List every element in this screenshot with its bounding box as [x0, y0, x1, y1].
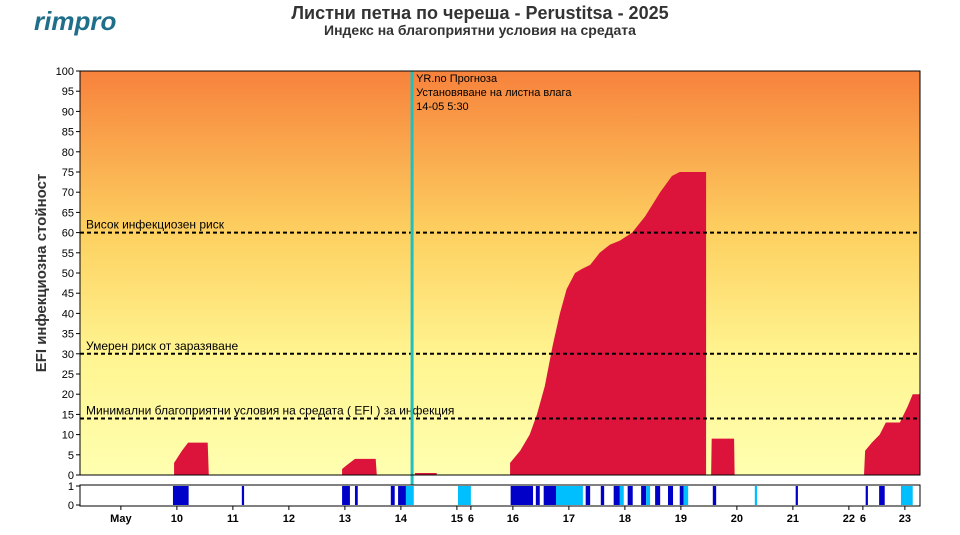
chart-subtitle: Индекс на благоприятни условия на средат…	[324, 22, 636, 38]
y-tick-label: 0	[68, 470, 74, 482]
wetness-bar	[585, 486, 591, 505]
wetness-bar	[510, 486, 534, 505]
y-tick-label: 40	[62, 308, 74, 320]
wetness-bar	[354, 486, 358, 505]
y-tick-label: 75	[62, 167, 74, 179]
efi-area	[174, 172, 920, 475]
logo: rimpro	[34, 6, 116, 36]
y-tick-label: 50	[62, 268, 74, 280]
wetness-bar	[795, 486, 798, 505]
wetness-y-tick-label: 0	[68, 500, 74, 512]
wetness-bar	[398, 486, 406, 505]
x-tick-label: 6	[468, 513, 474, 525]
y-tick-label: 90	[62, 106, 74, 118]
wetness-bar	[683, 486, 689, 505]
wetness-bar	[535, 486, 540, 505]
x-tick-label: 22	[843, 513, 855, 525]
x-tick-label: 17	[563, 513, 575, 525]
y-tick-label: 30	[62, 349, 74, 361]
wetness-bar	[543, 486, 556, 505]
threshold-label: Умерен риск от заразяване	[86, 339, 238, 353]
wetness-bar	[679, 486, 684, 505]
y-tick-label: 25	[62, 369, 74, 381]
y-axis-label: EFI инфекциозна стойност	[33, 174, 50, 373]
x-tick-label: 19	[675, 513, 687, 525]
wetness-bar	[655, 486, 661, 505]
x-tick-label: May	[110, 513, 132, 525]
wetness-background	[79, 484, 921, 507]
x-tick-label: 14	[395, 513, 408, 525]
wetness-bar	[754, 486, 758, 505]
threshold-label: Висок инфекциозен риск	[86, 218, 225, 232]
wetness-bar	[172, 486, 189, 505]
x-tick-label: 6	[860, 513, 866, 525]
x-tick-label: 13	[339, 513, 351, 525]
x-tick-label: 23	[899, 513, 911, 525]
y-tick-label: 95	[62, 86, 74, 98]
wetness-bar	[712, 486, 717, 505]
plot-frame	[79, 70, 921, 476]
y-tick-label: 5	[68, 450, 74, 462]
y-tick-label: 20	[62, 389, 74, 401]
wetness-bar	[613, 486, 620, 505]
x-tick-label: 15	[451, 513, 463, 525]
x-tick-label: 18	[619, 513, 631, 525]
x-tick-label: 16	[507, 513, 519, 525]
forecast-label: Установяване на листна влага	[416, 87, 572, 99]
x-tick-label: 11	[227, 513, 239, 525]
y-tick-label: 15	[62, 409, 74, 421]
wetness-bar	[342, 486, 350, 505]
wetness-bar	[900, 486, 913, 505]
y-tick-label: 85	[62, 127, 74, 139]
y-tick-label: 60	[62, 228, 74, 240]
y-tick-label: 100	[56, 66, 74, 78]
x-tick-label: 21	[787, 513, 799, 525]
forecast-label: YR.no Прогноза	[416, 73, 498, 85]
chart-title: Листни петна по череша - Perustitsa - 20…	[291, 3, 668, 23]
wetness-bar	[627, 486, 633, 505]
wetness-y-tick-label: 1	[68, 481, 74, 493]
wetness-bar	[390, 486, 395, 505]
y-tick-label: 80	[62, 147, 74, 159]
y-tick-label: 70	[62, 187, 74, 199]
wetness-bar	[646, 486, 651, 505]
wetness-bar	[668, 486, 674, 505]
y-tick-label: 45	[62, 288, 74, 300]
wetness-bar	[619, 486, 624, 505]
wetness-bar	[556, 486, 583, 505]
wetness-bar	[600, 486, 605, 505]
threshold-label: Минимални благоприятни условия на средат…	[86, 403, 454, 417]
x-tick-label: 20	[731, 513, 743, 525]
wetness-bar	[458, 486, 471, 505]
y-tick-label: 10	[62, 430, 74, 442]
forecast-label: 14-05 5:30	[416, 101, 469, 113]
plot-background	[80, 71, 920, 475]
x-tick-label: 10	[171, 513, 183, 525]
wetness-bar	[641, 486, 647, 505]
y-tick-label: 55	[62, 248, 74, 260]
wetness-bar	[405, 486, 414, 505]
y-tick-label: 65	[62, 207, 74, 219]
wetness-bar	[879, 486, 885, 505]
wetness-bar	[241, 486, 245, 505]
wetness-bar	[865, 486, 868, 505]
y-tick-label: 35	[62, 329, 74, 341]
x-tick-label: 12	[283, 513, 295, 525]
